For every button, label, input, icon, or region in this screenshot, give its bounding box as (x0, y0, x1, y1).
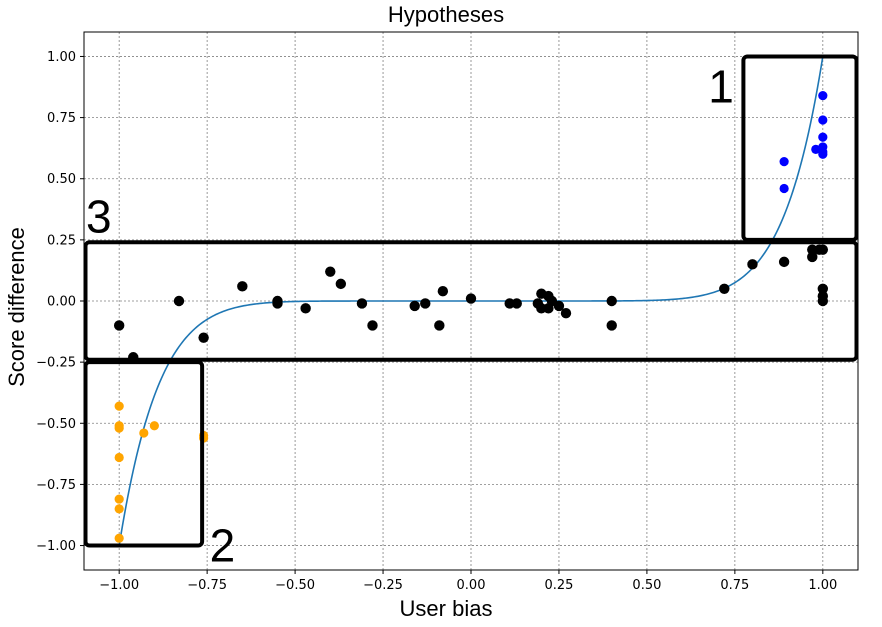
region-box-3 (83, 240, 859, 362)
data-point (114, 533, 124, 543)
data-point (606, 295, 617, 307)
data-point (465, 293, 477, 304)
data-point (335, 278, 347, 290)
y-tick-label: 0.75 (47, 111, 76, 126)
data-point (811, 144, 821, 154)
y-tick-label: −0.50 (36, 417, 76, 432)
data-point (719, 283, 730, 294)
data-point (114, 494, 124, 504)
region-label-1: 1 (708, 60, 734, 112)
data-point (114, 423, 124, 433)
y-tick-label: 0.00 (47, 295, 76, 310)
data-point (113, 320, 125, 331)
chart-title: Hypotheses (388, 2, 504, 27)
data-point (434, 320, 445, 331)
data-point (606, 320, 617, 331)
data-point (356, 298, 368, 309)
data-point (139, 428, 149, 438)
data-point (818, 132, 828, 142)
x-tick-label: 0.00 (457, 578, 486, 593)
data-point (560, 308, 572, 319)
data-point (511, 298, 522, 309)
x-tick-label: 1.00 (808, 578, 837, 593)
x-tick-label: −0.50 (275, 578, 315, 593)
data-point (173, 295, 185, 307)
y-tick-label: −1.00 (36, 539, 76, 554)
region-box-2 (83, 360, 205, 548)
data-point (325, 266, 336, 277)
y-tick-label: 0.25 (47, 233, 76, 248)
data-point (367, 320, 378, 331)
y-tick-label: 1.00 (47, 50, 76, 65)
data-point (818, 149, 828, 159)
data-point (747, 259, 758, 270)
x-tick-label: −0.25 (363, 578, 403, 593)
data-point (420, 298, 431, 309)
data-point (553, 300, 565, 312)
region-label-2: 2 (210, 520, 236, 572)
region-label-3: 3 (86, 190, 112, 242)
data-point (807, 251, 818, 263)
y-tick-label: −0.25 (36, 356, 76, 371)
data-point (114, 452, 124, 463)
data-point (779, 183, 789, 194)
x-axis-title: User bias (400, 596, 493, 621)
x-tick-label: 0.25 (544, 578, 573, 593)
data-point (237, 281, 248, 292)
data-point (778, 256, 790, 268)
data-points (113, 90, 829, 543)
y-tick-label: −0.75 (36, 478, 76, 493)
data-point (437, 286, 449, 297)
data-point (114, 504, 124, 514)
x-tick-label: 0.50 (632, 578, 661, 593)
data-point (779, 157, 789, 167)
x-tick-label: −0.75 (187, 578, 227, 593)
data-point (300, 303, 311, 314)
data-point (817, 244, 829, 255)
data-point (817, 295, 829, 307)
region-boxes: 1 2 3 (83, 54, 859, 572)
data-point (114, 401, 124, 411)
data-point (198, 332, 209, 343)
axis-ticks: −1.00 −0.75 −0.50 −0.25 0.00 0.25 0.50 0.75 1.00… (36, 50, 837, 593)
data-point (817, 283, 829, 294)
y-axis-title: Score difference (4, 227, 29, 387)
region-box-1 (741, 54, 859, 242)
data-point (409, 300, 420, 312)
x-tick-label: −1.00 (99, 578, 139, 593)
data-point (818, 90, 828, 101)
y-tick-label: 0.50 (47, 172, 76, 187)
data-point (272, 295, 283, 307)
x-tick-label: 0.75 (720, 578, 749, 593)
data-point (149, 421, 159, 431)
data-point (818, 115, 828, 125)
